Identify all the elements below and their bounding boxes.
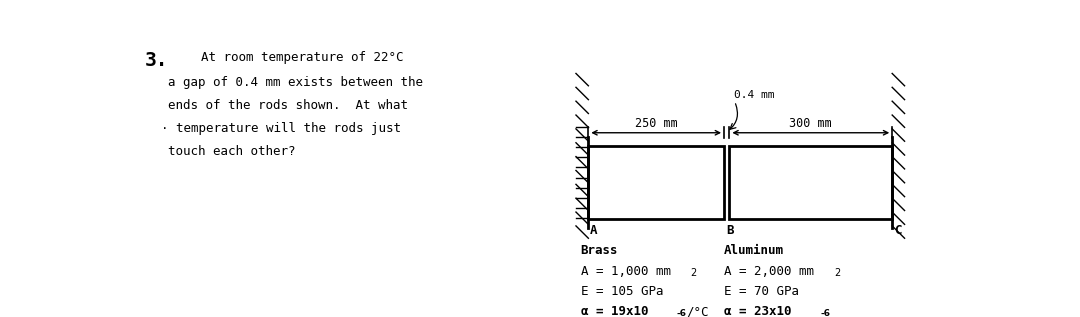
Text: B: B xyxy=(727,224,733,237)
Text: Aluminum: Aluminum xyxy=(724,244,784,257)
Text: A = 2,000 mm: A = 2,000 mm xyxy=(724,265,814,278)
Text: -6: -6 xyxy=(677,309,687,317)
Bar xyxy=(729,146,892,219)
Text: 250 mm: 250 mm xyxy=(635,117,677,130)
Text: E = 105 GPa: E = 105 GPa xyxy=(581,285,663,298)
Text: 2: 2 xyxy=(691,268,697,278)
Text: α = 19x10: α = 19x10 xyxy=(581,305,648,317)
Text: α = 23x10: α = 23x10 xyxy=(724,305,792,317)
Text: 3.: 3. xyxy=(145,51,168,70)
Text: /°C: /°C xyxy=(687,305,710,317)
Text: E = 70 GPa: E = 70 GPa xyxy=(724,285,799,298)
Text: touch each other?: touch each other? xyxy=(168,145,296,158)
Text: 0.4 mm: 0.4 mm xyxy=(734,90,775,100)
Text: Brass: Brass xyxy=(581,244,618,257)
Text: At room temperature of 22°C: At room temperature of 22°C xyxy=(201,51,403,64)
Bar xyxy=(589,146,724,219)
Text: ends of the rods shown.  At what: ends of the rods shown. At what xyxy=(168,99,408,112)
Text: 300 mm: 300 mm xyxy=(789,117,833,130)
Text: C: C xyxy=(894,224,902,237)
Text: · temperature will the rods just: · temperature will the rods just xyxy=(161,122,401,135)
Text: a gap of 0.4 mm exists between the: a gap of 0.4 mm exists between the xyxy=(168,76,423,89)
Text: A = 1,000 mm: A = 1,000 mm xyxy=(581,265,671,278)
Text: -6: -6 xyxy=(820,309,831,317)
Text: A: A xyxy=(590,224,597,237)
Text: 2: 2 xyxy=(834,268,840,278)
